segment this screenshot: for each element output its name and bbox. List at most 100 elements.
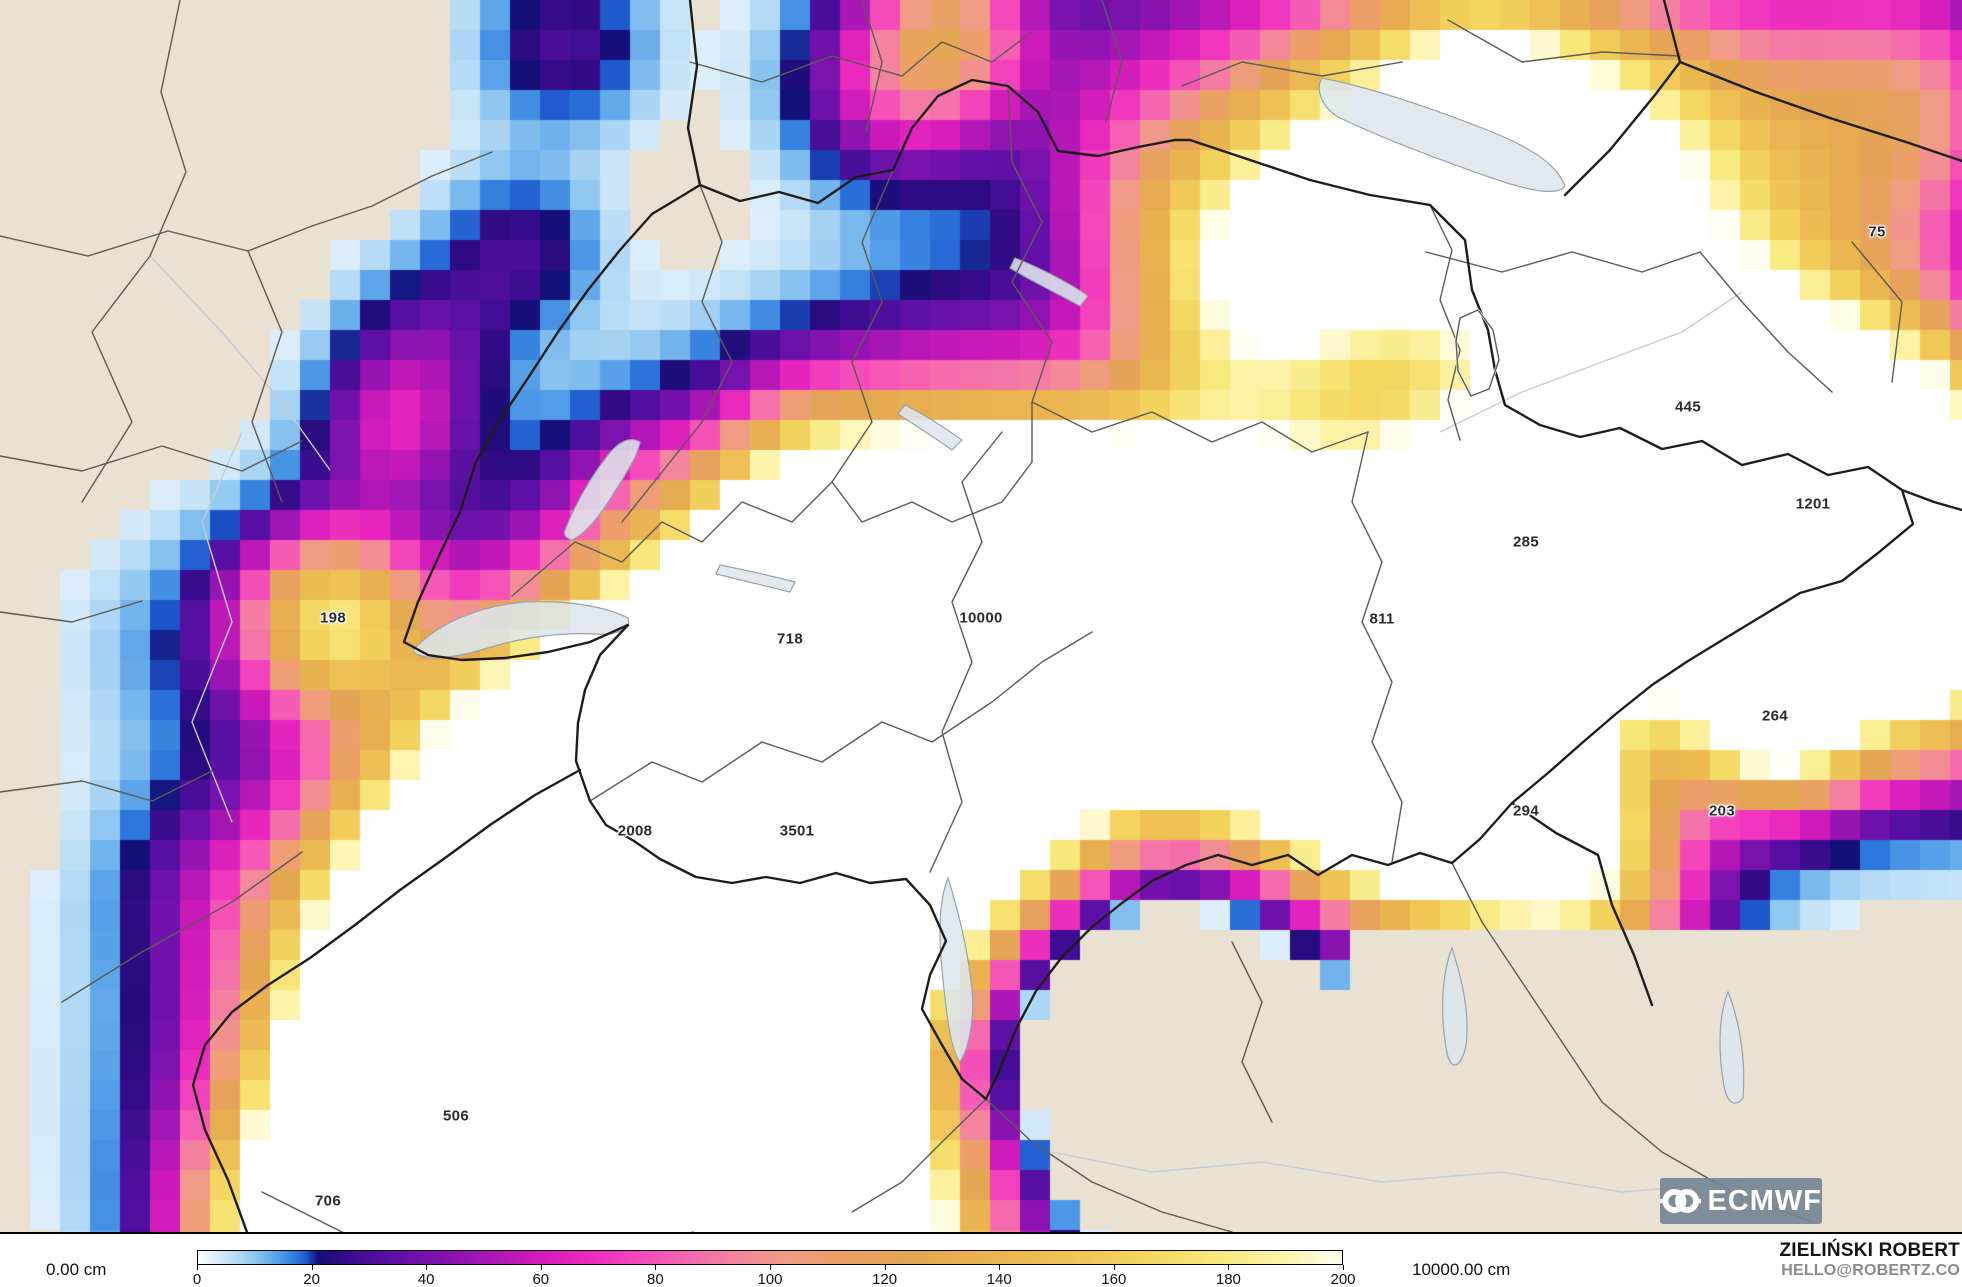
colorbar-tick-label: 20 [303,1271,320,1287]
colorbar-tick [540,1265,542,1270]
lake-path [563,439,641,541]
region-path [851,1098,987,1213]
country-path [191,768,582,1232]
legend-footer: 0.00 cm 0 20 40 60 80 100 120 140 160 180 200 1000… [0,1232,1962,1287]
snow-depth-value-label: 203 [1709,802,1735,820]
colorbar-min-label: 0.00 cm [46,1260,107,1279]
ecmwf-logo-text: ECMWF [1707,1184,1822,1217]
region-path [1425,251,1701,273]
snow-depth-value-label: 198 [320,609,346,627]
region-path [261,1191,344,1232]
colorbar-tick [426,1265,428,1270]
colorbar-tick [770,1265,771,1270]
snow-depth-value-label: 285 [1513,533,1539,551]
lake-path [1009,257,1089,307]
colorbar-tick-label: 120 [872,1271,898,1287]
region-path [1031,401,1369,453]
colorbar-tick-label: 180 [1215,1271,1241,1287]
country-borders-layer [191,0,1962,1232]
colorbar-tick [311,1265,313,1270]
region-path [1699,251,1833,393]
region-path [1455,309,1500,397]
lake-path [1719,990,1745,1104]
ecmwf-logo-icon [1660,1189,1702,1213]
country-path [1900,488,1962,512]
snow-depth-value-label: 294 [1513,802,1539,820]
colorbar-tick [1113,1265,1115,1270]
snow-depth-value-label: 75 [1868,223,1886,241]
region-path [0,225,313,257]
region-path [689,31,1033,83]
colorbar [197,1250,1343,1265]
region-path [0,770,213,802]
colorbar-tick-label: 40 [417,1271,435,1287]
snow-depth-value-label: 1201 [1795,495,1831,513]
region-path [1447,19,1681,63]
colorbar-tick-label: 0 [192,1271,202,1287]
river-path [1051,1151,1743,1193]
country-path [402,78,1915,1101]
colorbar-max-label: 10000.00 cm [1412,1260,1511,1279]
snow-depth-value-label: 718 [777,630,803,648]
river-path [1439,291,1743,433]
colorbar-tick [1228,1265,1230,1270]
river-path [191,431,243,823]
region-path [81,255,151,503]
lake-path [897,404,963,451]
region-path [1231,941,1273,1123]
snow-depth-value-label: 264 [1762,707,1788,725]
lake-path [1318,77,1566,193]
snow-depth-value-label: 706 [315,1192,341,1210]
region-path [1451,862,1603,1103]
map-borders-overlay [0,0,1962,1232]
colorbar-tick-label: 80 [647,1271,664,1287]
colorbar-tick-label: 60 [532,1271,550,1287]
region-path [149,0,187,257]
snow-depth-value-label: 3501 [779,822,815,840]
region-borders-layer [0,0,1903,1232]
lake-path [413,601,630,659]
country-path [686,0,702,187]
map-area[interactable]: 198 718 10000 2008 3501 506 706 811 285 445 1201 26… [0,0,1962,1232]
region-path [311,151,493,227]
region-path [929,431,1003,873]
liechtenstein-outline [1454,308,1501,398]
colorbar-tick [1343,1265,1344,1270]
colorbar-tick-label: 100 [757,1271,783,1287]
colorbar-tick-label: 140 [986,1271,1012,1287]
country-path [1563,0,1682,197]
snow-depth-value-label: 811 [1369,610,1395,628]
snow-depth-value-label: 506 [443,1107,469,1125]
ecmwf-logo: ECMWF [1660,1178,1822,1224]
lake-path [939,876,974,1064]
region-path [861,0,883,133]
colorbar-tick-label: 200 [1330,1271,1356,1287]
snow-depth-value-label: 2008 [617,822,653,840]
country-path [1678,60,1962,163]
region-path [0,440,303,472]
region-path [1351,431,1403,863]
attribution-name: ZIELIŃSKI ROBERT [1779,1240,1960,1261]
country-path [1510,801,1654,1007]
region-path [831,169,894,483]
region-path [1181,61,1403,87]
lakes-layer [413,77,1745,1104]
colorbar-tick [197,1265,198,1270]
attribution-block: ZIELIŃSKI ROBERT HELLO@ROBERTZ.CO [1779,1240,1960,1280]
region-path [0,600,143,623]
region-path [247,250,283,503]
region-path [1007,85,1053,403]
region-path [831,401,1033,523]
rivers-layer [149,255,1743,1193]
lake-path [1442,946,1468,1066]
lake-path [715,564,796,593]
colorbar-tick [655,1265,657,1270]
region-path [511,481,833,597]
colorbar-tick-label: 160 [1101,1271,1127,1287]
snow-depth-value-label: 445 [1675,398,1701,416]
snow-depth-value-label: 10000 [959,609,1003,627]
region-path [589,631,1093,802]
region-path [61,851,303,1003]
river-path [149,255,331,471]
